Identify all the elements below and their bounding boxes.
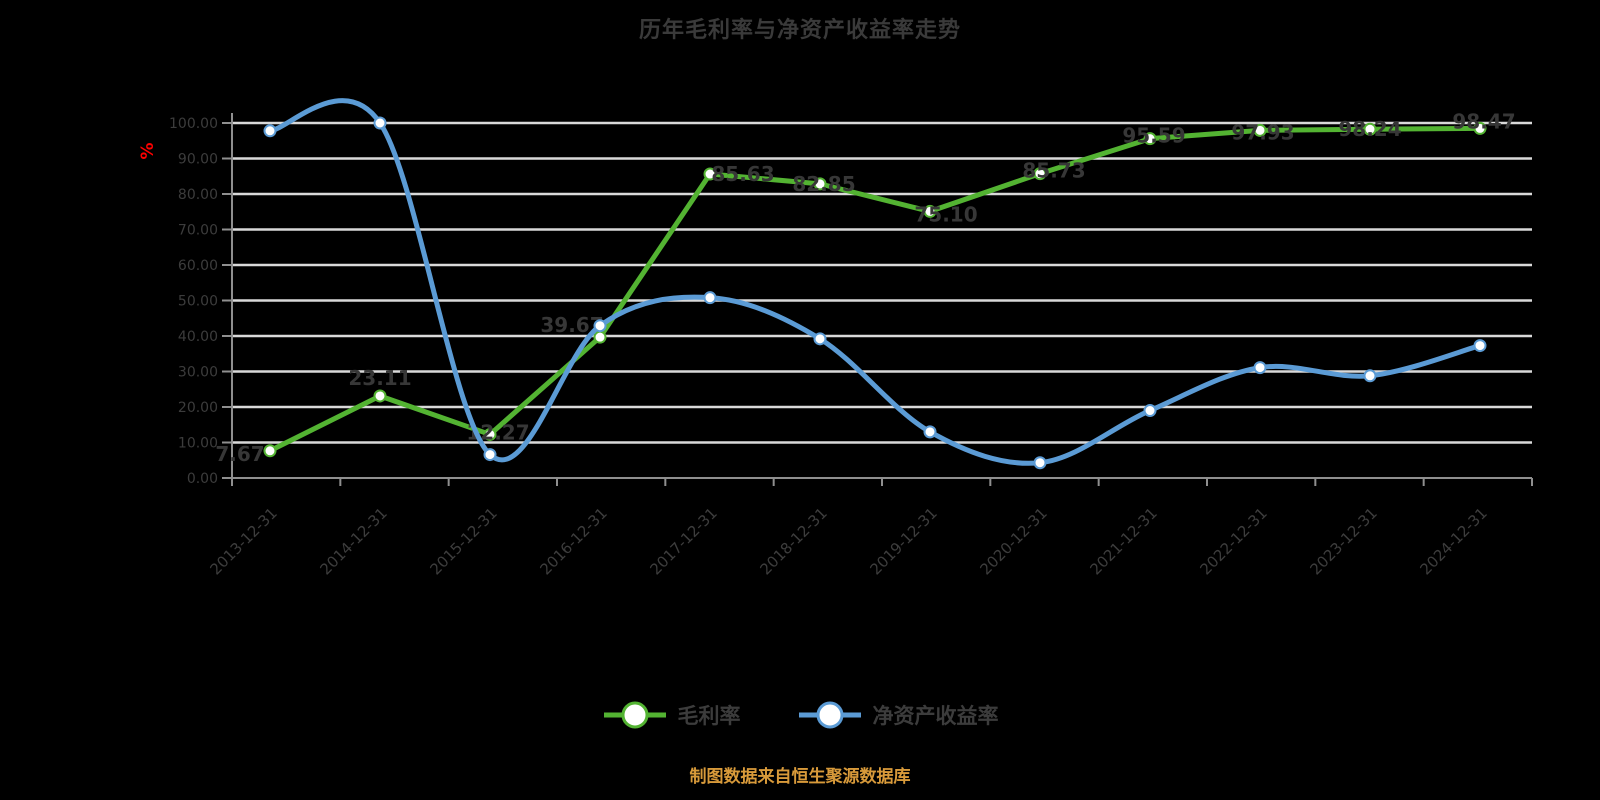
x-category-label: 2021-12-31 — [1086, 504, 1160, 578]
y-tick-label: 40.00 — [178, 329, 218, 345]
series-0-marker — [1253, 123, 1267, 137]
data-label: 82.85 — [792, 172, 855, 196]
x-category-label: 2023-12-31 — [1306, 504, 1380, 578]
x-category-label: 2024-12-31 — [1416, 504, 1490, 578]
y-tick-label: 0.00 — [187, 471, 218, 487]
x-category-label: 2016-12-31 — [536, 504, 610, 578]
series-1-marker — [1143, 404, 1157, 418]
x-category-label: 2013-12-31 — [206, 504, 280, 578]
legend-item-series2[interactable]: 净资产收益率 — [797, 698, 999, 732]
data-label: 98.47 — [1452, 109, 1515, 133]
series-0-marker — [1033, 167, 1047, 181]
y-tick-label: 60.00 — [178, 258, 218, 274]
series-1-marker — [813, 332, 827, 346]
series-line-0 — [267, 125, 1483, 454]
series-1-marker — [263, 124, 277, 138]
y-tick-label: 80.00 — [178, 187, 218, 203]
series-line-1 — [267, 98, 1483, 466]
legend-label-series1: 毛利率 — [677, 704, 741, 728]
series-0-marker — [813, 177, 827, 191]
series-0-marker — [1143, 132, 1157, 146]
x-category-label: 2020-12-31 — [976, 504, 1050, 578]
data-label: 98.24 — [1338, 117, 1401, 141]
y-tick-label: 90.00 — [178, 152, 218, 168]
data-label: 85.73 — [1022, 159, 1085, 183]
x-category-label: 2017-12-31 — [646, 504, 720, 578]
data-label: 75.10 — [914, 202, 977, 226]
series-1-marker — [1033, 456, 1047, 470]
y-tick-label: 10.00 — [178, 436, 218, 452]
chart-title: 历年毛利率与净资产收益率走势 — [638, 18, 961, 43]
series-0-marker — [923, 204, 937, 218]
y-tick-label: 70.00 — [178, 223, 218, 239]
series-0-marker — [263, 444, 277, 458]
x-category-label: 2018-12-31 — [756, 504, 830, 578]
footer-source-note: 制图数据来自恒生聚源数据库 — [689, 767, 911, 787]
legend-marker-green-line-icon — [603, 701, 666, 729]
y-tick-label: 20.00 — [178, 400, 218, 416]
series-0-marker — [1363, 122, 1377, 136]
series-1-marker — [593, 319, 607, 333]
series-1-marker — [1363, 369, 1377, 383]
data-label: 97.93 — [1231, 120, 1294, 144]
series-1-marker — [1473, 339, 1487, 353]
x-category-label: 2014-12-31 — [316, 504, 390, 578]
series-0-marker — [1473, 121, 1487, 135]
legend-label-series2: 净资产收益率 — [872, 704, 999, 728]
data-label: 95.59 — [1122, 124, 1185, 148]
y-tick-label: 50.00 — [178, 294, 218, 310]
data-label: 23.11 — [348, 366, 411, 390]
y-tick-label: 100.00 — [169, 116, 218, 132]
series-1-marker — [373, 116, 387, 130]
y-tick-label: 30.00 — [178, 365, 218, 381]
x-category-label: 2019-12-31 — [866, 504, 940, 578]
x-category-label: 2015-12-31 — [426, 504, 500, 578]
series-0-marker — [373, 389, 387, 403]
x-category-label: 2022-12-31 — [1196, 504, 1270, 578]
data-label: 7.67 — [215, 442, 264, 466]
series-1-marker — [923, 425, 937, 439]
series-0-marker — [483, 427, 497, 441]
series-0-marker — [703, 167, 717, 181]
legend-item-series1[interactable]: 毛利率 — [602, 698, 741, 732]
series-1-marker — [703, 291, 717, 305]
legend-marker-blue-line-icon — [798, 701, 861, 729]
legend: 毛利率 净资产收益率 — [0, 698, 1600, 732]
series-1-marker — [1253, 361, 1267, 375]
data-label: 85.63 — [711, 162, 774, 186]
series-1-marker — [483, 448, 497, 462]
